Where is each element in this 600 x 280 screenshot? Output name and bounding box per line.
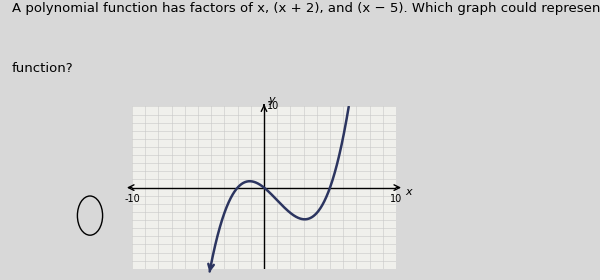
Text: -10: -10 [124,194,140,204]
Text: y: y [268,95,275,105]
Text: x: x [405,188,412,197]
Text: A polynomial function has factors of x, (x + 2), and (x − 5). Which graph could : A polynomial function has factors of x, … [12,2,600,15]
Text: function?: function? [12,62,74,74]
Text: 10: 10 [266,101,279,111]
Text: 10: 10 [390,194,402,204]
